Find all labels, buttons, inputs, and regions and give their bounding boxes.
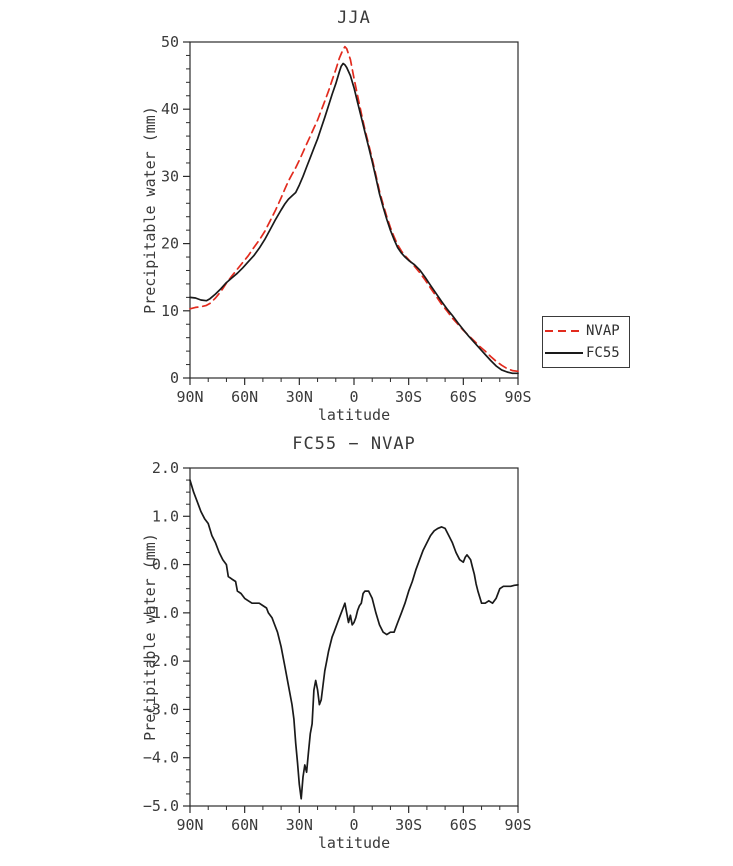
fc55-solid-line-swatch <box>545 352 583 354</box>
y-tick-label: 40 <box>161 100 179 118</box>
y-tick-label: −4.0 <box>143 749 179 767</box>
series-line-NVAP <box>189 45 519 373</box>
difference-y-axis-label: Precipitable water (mm) <box>141 533 159 741</box>
legend-label-fc55: FC55 <box>586 345 620 361</box>
y-tick-label: −3.0 <box>143 700 179 718</box>
x-tick-label: 30S <box>395 388 422 406</box>
legend-label-nvap: NVAP <box>586 323 620 339</box>
x-tick-label: 60S <box>450 816 477 834</box>
plot-frame <box>189 41 519 379</box>
y-tick-label: −1.0 <box>143 604 179 622</box>
y-tick-label: 50 <box>161 33 179 51</box>
jja-chart-canvas: 90N 60N 30N 0 30S 60S 90S 0 10 20 30 40 50 <box>161 33 532 406</box>
x-tick-label: 30N <box>286 388 313 406</box>
x-tick-label: 90N <box>176 388 203 406</box>
y-axis: 2.0 1.0 0.0 −1.0 −2.0 −3.0 −4.0 −5.0 <box>143 459 190 815</box>
y-tick-label: 30 <box>161 167 179 185</box>
jja-x-axis-label: latitude <box>317 406 391 424</box>
plot-frame <box>189 467 519 807</box>
plot-area: 90N 60N 30N 0 30S 60S 90S 0 10 20 30 40 50 <box>161 33 532 406</box>
x-tick-label: 60N <box>231 816 258 834</box>
y-tick-label: 2.0 <box>152 459 179 477</box>
nvap-dashed-line-swatch <box>545 330 583 332</box>
difference-x-axis-label: latitude <box>317 834 391 852</box>
legend: NVAP FC55 <box>542 316 630 368</box>
x-tick-label: 90S <box>504 388 531 406</box>
series-line-FC55 minus NVAP <box>189 479 519 800</box>
y-axis: 0 10 20 30 40 50 <box>161 33 190 387</box>
x-tick-label: 60N <box>231 388 258 406</box>
x-axis: 90N 60N 30N 0 30S 60S 90S <box>176 806 532 834</box>
x-tick-label: 0 <box>349 816 358 834</box>
legend-item-fc55: FC55 <box>543 345 629 361</box>
x-tick-label: 90N <box>176 816 203 834</box>
y-tick-label: −5.0 <box>143 797 179 815</box>
x-tick-label: 90S <box>504 816 531 834</box>
y-tick-label: −2.0 <box>143 652 179 670</box>
y-tick-label: 1.0 <box>152 507 179 525</box>
x-tick-label: 30N <box>286 816 313 834</box>
jja-chart-title: JJA <box>337 8 371 28</box>
x-axis: 90N 60N 30N 0 30S 60S 90S <box>176 378 532 406</box>
difference-chart-title: FC55 − NVAP <box>292 434 416 454</box>
difference-chart-canvas: 90N 60N 30N 0 30S 60S 90S 2.0 1.0 0.0 −1.0 −2.0 −3.0… <box>143 459 532 834</box>
x-tick-label: 0 <box>349 388 358 406</box>
x-tick-label: 60S <box>450 388 477 406</box>
plot-area: 90N 60N 30N 0 30S 60S 90S 2.0 1.0 0.0 −1.0 −2.0 −3.0… <box>143 459 532 834</box>
jja-y-axis-label: Precipitable water (mm) <box>141 106 159 314</box>
y-tick-label: 0 <box>170 369 179 387</box>
y-tick-label: 10 <box>161 302 179 320</box>
x-tick-label: 30S <box>395 816 422 834</box>
y-tick-label: 0.0 <box>152 556 179 574</box>
series-line-FC55 <box>189 62 519 375</box>
legend-item-nvap: NVAP <box>543 323 629 339</box>
y-tick-label: 20 <box>161 235 179 253</box>
